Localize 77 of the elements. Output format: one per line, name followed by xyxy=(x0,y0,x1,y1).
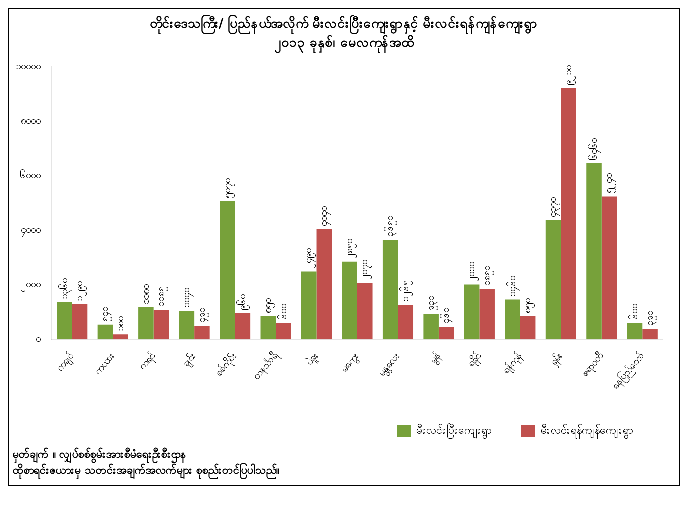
bar xyxy=(98,324,114,340)
data-label: ၁၀၄၀ xyxy=(182,288,195,308)
data-label: ၄၉၀ xyxy=(196,308,210,324)
bar xyxy=(505,300,520,340)
chart-subtitle: ၂၀၁၃ ခုနှစ်၊ မေလကုန်အထိ xyxy=(274,34,414,53)
bar xyxy=(382,240,398,340)
legend-label: မီးလင်းရန်ကျန်ကျေးရွာ xyxy=(541,424,633,439)
data-label: ၃၉၀ xyxy=(644,310,658,326)
data-label: ၉၃၀ xyxy=(426,296,439,312)
data-label: ၁၄၆၀ xyxy=(505,276,520,297)
bar xyxy=(398,305,414,340)
bar xyxy=(276,323,292,340)
bar xyxy=(464,284,480,340)
data-label: ၈၅၀ xyxy=(522,298,536,314)
bar xyxy=(72,304,88,340)
data-label: ၁၈၅၀ xyxy=(482,266,495,286)
data-label: ၅၂၄၀ xyxy=(604,174,618,194)
data-label: ၆၀၀ xyxy=(276,304,290,320)
data-label: ၈၅၀ xyxy=(262,298,276,314)
bar xyxy=(194,326,210,340)
chart-title: တိုင်းဒေသကြီး/ ပြည်နယ်အလိုက် မီးလင်းပြီးကျေးရွာနှင့် မီးလင်းရန်ကျန်ကျေးရွာ xyxy=(148,15,540,34)
x-tick-label: ပဲခူး xyxy=(302,350,323,370)
bar xyxy=(627,323,643,340)
data-label: ၅၀၇၀ xyxy=(222,178,236,198)
bar xyxy=(358,283,373,340)
bar xyxy=(520,316,536,340)
bar xyxy=(602,196,618,340)
bar xyxy=(342,262,358,340)
data-label: ၆၄၆၀ xyxy=(586,138,602,160)
legend-label: မီးလင်းပြီးကျေးရွာ xyxy=(416,424,492,439)
x-tick-label: ချင်း xyxy=(179,350,200,371)
bar xyxy=(301,272,317,340)
bar xyxy=(546,220,562,340)
bar xyxy=(424,314,439,340)
bar xyxy=(113,334,128,340)
data-label: ၁၃၆၀ xyxy=(57,278,72,300)
data-label: ၄၃၇၀ xyxy=(548,197,562,218)
data-label: ၁၈၀ xyxy=(115,316,126,332)
data-label: ၁၁၈၀ xyxy=(140,284,152,304)
data-label: ၉၂၁၀ xyxy=(563,66,576,86)
bar xyxy=(316,229,332,340)
y-tick-label: ၆၀၀၀ xyxy=(20,168,41,182)
data-label: ၆၀၀ xyxy=(628,304,641,320)
data-label: ၂၀၇၀ xyxy=(360,260,373,280)
y-tick-label: ၁၀၀၀၀ xyxy=(16,62,41,73)
bar xyxy=(586,163,602,340)
data-label: ၃၆၅၀ xyxy=(383,216,398,238)
data-label: ၁၂၆၅ xyxy=(398,281,414,302)
bar xyxy=(138,307,154,340)
data-label: ၂၈၅၀ xyxy=(344,238,358,259)
bar xyxy=(561,88,576,340)
bar xyxy=(480,289,495,340)
data-label: ၂၀၁၀ xyxy=(466,262,480,282)
bar xyxy=(179,311,195,340)
data-label: ၅၄၀ xyxy=(100,306,114,322)
y-tick-label: ၄၀၀၀ xyxy=(21,225,41,238)
data-label: ၉၆၀ xyxy=(236,294,251,310)
x-tick-label: ရှမ်း xyxy=(547,350,567,370)
x-tick-label: မွန် xyxy=(426,350,445,367)
y-tick-label: ၈၀၀၀ xyxy=(21,116,41,128)
bar xyxy=(57,302,72,340)
bar xyxy=(235,313,251,340)
bar xyxy=(438,327,454,340)
bar xyxy=(220,201,236,340)
bar xyxy=(154,310,170,340)
text: မှတ်ချက် ။ လျှပ်စစ်စွမ်းအားစီမံရေးဦးစီးဌာန xyxy=(13,447,187,463)
data-label: ၂၄၉၀ xyxy=(304,248,317,269)
text: ထိုစာရင်းဇယားမှ သတင်းအချက်အလက်များ စုစည်းတင်ပြပါသည်။ xyxy=(13,463,281,479)
data-label: ၁၀၈၅ xyxy=(156,287,170,308)
data-label: ၄၆၀ xyxy=(439,308,454,324)
y-tick-label: ၂၀၀၀ xyxy=(21,280,41,293)
data-label: ၁၂၉၀ xyxy=(74,281,88,302)
bar xyxy=(642,328,658,340)
y-tick-label: ၀ xyxy=(36,334,41,346)
x-tick-label: ရခိုင် xyxy=(464,350,486,371)
bar xyxy=(260,316,276,340)
data-label: ၄၀၄၀ xyxy=(319,206,332,226)
